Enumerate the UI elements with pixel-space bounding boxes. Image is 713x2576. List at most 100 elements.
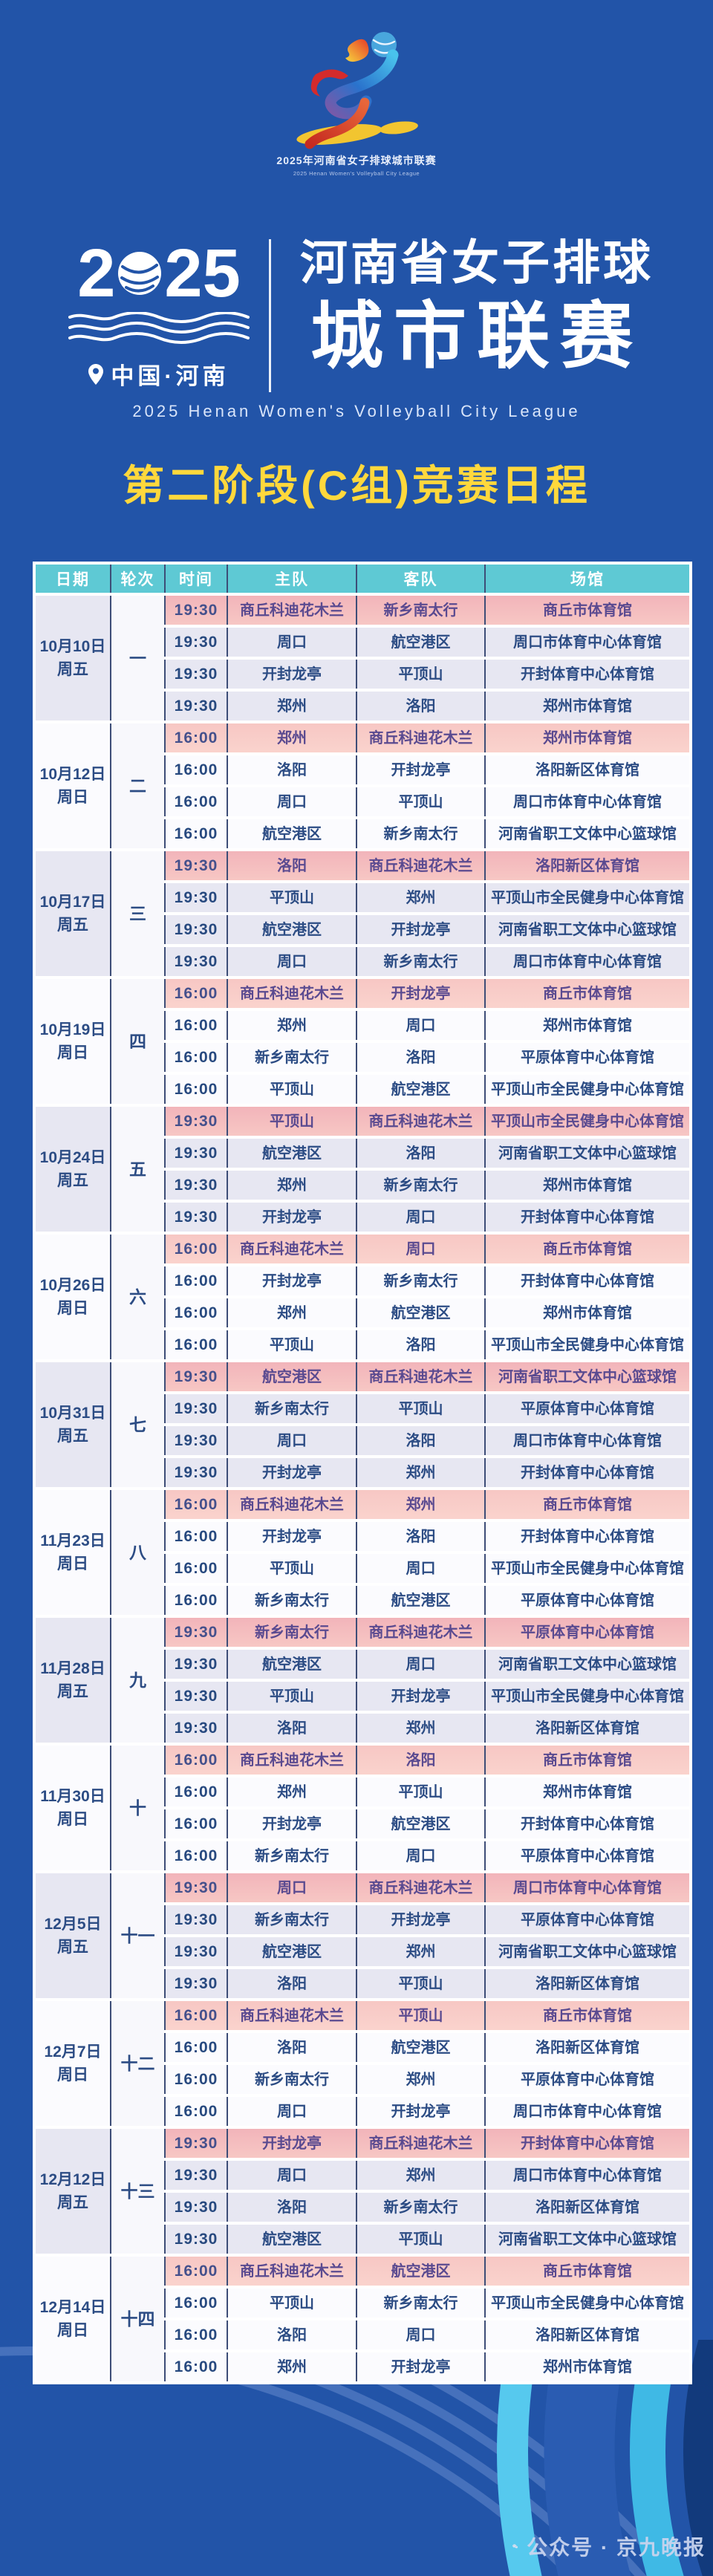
match-row: 10月19日 周日四 16:00 商丘科迪花木兰 开封龙亭 商丘市体育馆 [33,976,691,1107]
date-label: 11月23日 [40,1532,105,1549]
time-cell: 19:30 [164,1136,228,1171]
home-team-cell: 开封龙亭 [227,2126,357,2161]
away-team-cell: 洛阳 [356,689,486,723]
time-cell: 16:00 [164,784,228,819]
away-team-cell: 周口 [356,1551,486,1586]
time-cell: 16:00 [164,1072,228,1107]
league-logo: 2025年河南省女子排球城市联赛 2025 Henan Women's Voll… [0,25,713,177]
match-row: 16:00 郑州 周口 郑州市体育馆 [34,1008,691,1043]
venue-cell: 郑州市体育馆 [484,721,691,755]
match-row: 19:30 航空港区 周口 河南省职工文体中心篮球馆 [34,1647,691,1682]
header-row: 日期 轮次 时间 主队 客队 场馆 [33,563,691,596]
time-cell: 19:30 [164,1200,228,1235]
date-label: 12月7日 [44,2043,102,2061]
date-cell: 12月14日 周日 [33,2254,111,2384]
match-row: 16:00 平顶山 新乡南太行 平顶山市全民健身中心体育馆 [34,2286,691,2320]
away-team-cell: 平顶山 [356,1998,486,2033]
away-team-cell: 新乡南太行 [356,816,486,851]
match-row: 19:30 洛阳 平顶山 洛阳新区体育馆 [34,1966,691,2001]
away-team-cell: 郑州 [356,2062,486,2097]
venue-cell: 平顶山市全民健身中心体育馆 [484,880,691,915]
away-team-cell: 开封龙亭 [356,2349,486,2384]
match-row: 16:00 新乡南太行 郑州 平原体育中心体育馆 [34,2062,691,2097]
time-cell: 16:00 [164,721,228,755]
weekday-label: 周日 [57,1555,88,1572]
time-cell: 19:30 [164,1934,228,1969]
away-team-cell: 平顶山 [356,2222,486,2257]
time-cell: 16:00 [164,1775,228,1809]
date-label: 11月30日 [40,1788,105,1805]
time-cell: 16:00 [164,1583,228,1618]
masthead-divider [269,239,271,392]
date-label: 12月14日 [39,2299,106,2316]
date-label: 10月12日 [39,766,106,783]
venue-cell: 平原体育中心体育馆 [484,1391,691,1426]
home-team-cell: 周口 [227,2094,357,2129]
away-team-cell: 开封龙亭 [356,1679,486,1714]
time-cell: 19:30 [164,2222,228,2257]
away-team-cell: 平顶山 [356,1966,486,2001]
match-row: 19:30 航空港区 郑州 河南省职工文体中心篮球馆 [34,1934,691,1969]
match-row: 19:30 洛阳 新乡南太行 洛阳新区体育馆 [34,2190,691,2225]
venue-cell: 开封体育中心体育馆 [484,1455,691,1490]
date-cell: 10月24日 周五 [33,1104,111,1235]
date-cell: 11月28日 周五 [33,1615,111,1746]
home-team-cell: 郑州 [227,1168,357,1203]
schedule-header: 日期 轮次 时间 主队 客队 场馆 [33,563,691,596]
weekday-label: 周五 [57,1683,88,1700]
home-team-cell: 商丘科迪花木兰 [227,1232,357,1266]
time-cell: 16:00 [164,2349,228,2384]
away-team-cell: 航空港区 [356,1295,486,1330]
away-team-cell: 开封龙亭 [356,1902,486,1937]
home-team-cell: 洛阳 [227,1966,357,2001]
venue-cell: 洛阳新区体育馆 [484,1966,691,2001]
date-cell: 10月31日 周五 [33,1359,111,1490]
home-team-cell: 新乡南太行 [227,1615,357,1650]
away-team-cell: 商丘科迪花木兰 [356,1870,486,1905]
time-cell: 16:00 [164,976,228,1011]
match-row: 19:30 航空港区 开封龙亭 河南省职工文体中心篮球馆 [34,912,691,947]
time-cell: 19:30 [164,1966,228,2001]
home-team-cell: 开封龙亭 [227,657,357,692]
match-row: 16:00 开封龙亭 新乡南太行 开封体育中心体育馆 [34,1263,691,1298]
logo-caption: 2025年河南省女子排球城市联赛 [276,155,437,166]
venue-cell: 商丘市体育馆 [484,1487,691,1522]
match-row: 16:00 洛阳 开封龙亭 洛阳新区体育馆 [34,752,691,787]
match-row: 12月7日 周日 十二 16:00 商丘科迪花木兰 平顶山 商丘市体育馆 [33,1998,691,2129]
schedule-table: 日期 轮次 时间 主队 客队 场馆 10月10日 周五一 19:30 商丘科迪花木兰新… [33,562,692,2384]
away-team-cell: 周口 [356,1200,486,1235]
match-row: 19:30 开封龙亭 平顶山 开封体育中心体育馆 [34,657,691,692]
time-cell: 16:00 [164,1232,228,1266]
date-cell: 11月23日 周日 [33,1487,111,1618]
round-cell: 三 [110,848,166,979]
home-team-cell: 周口 [227,944,357,979]
match-row: 16:00 郑州 开封龙亭 郑州市体育馆 [34,2349,691,2384]
venue-cell: 洛阳新区体育馆 [484,2318,691,2352]
time-cell: 19:30 [164,880,228,915]
venue-cell: 平原体育中心体育馆 [484,1040,691,1075]
col-header-venue: 场馆 [484,563,691,596]
away-team-cell: 洛阳 [356,1743,486,1777]
bottom-swirl-decoration [0,2340,713,2576]
date-cell: 10月26日 周日 [33,1232,111,1362]
home-team-cell: 平顶山 [227,2286,357,2320]
venue-cell: 平顶山市全民健身中心体育馆 [484,1104,691,1139]
match-row: 19:30 平顶山 开封龙亭 平顶山市全民健身中心体育馆 [34,1679,691,1714]
time-cell: 16:00 [164,1998,228,2033]
col-header-time: 时间 [164,563,228,596]
venue-cell: 河南省职工文体中心篮球馆 [484,1647,691,1682]
time-cell: 19:30 [164,625,228,660]
match-row: 16:00 郑州 航空港区 郑州市体育馆 [34,1295,691,1330]
away-team-cell: 商丘科迪花木兰 [356,721,486,755]
away-team-cell: 洛阳 [356,1327,486,1362]
time-cell: 16:00 [164,1263,228,1298]
weekday-label: 周五 [57,1172,88,1189]
home-team-cell: 周口 [227,1423,357,1458]
match-row: 11月23日 周日八 16:00 商丘科迪花木兰 郑州 商丘市体育馆 [33,1487,691,1618]
masthead-left: 2 25 中国·河南 [58,239,260,391]
time-cell: 19:30 [164,1359,228,1394]
venue-cell: 平顶山市全民健身中心体育馆 [484,1551,691,1586]
match-row: 10月26日 周日六 16:00 商丘科迪花木兰 周口 商丘市体育馆 [33,1232,691,1362]
match-row: 19:30 开封龙亭 周口 开封体育中心体育馆 [34,1200,691,1235]
